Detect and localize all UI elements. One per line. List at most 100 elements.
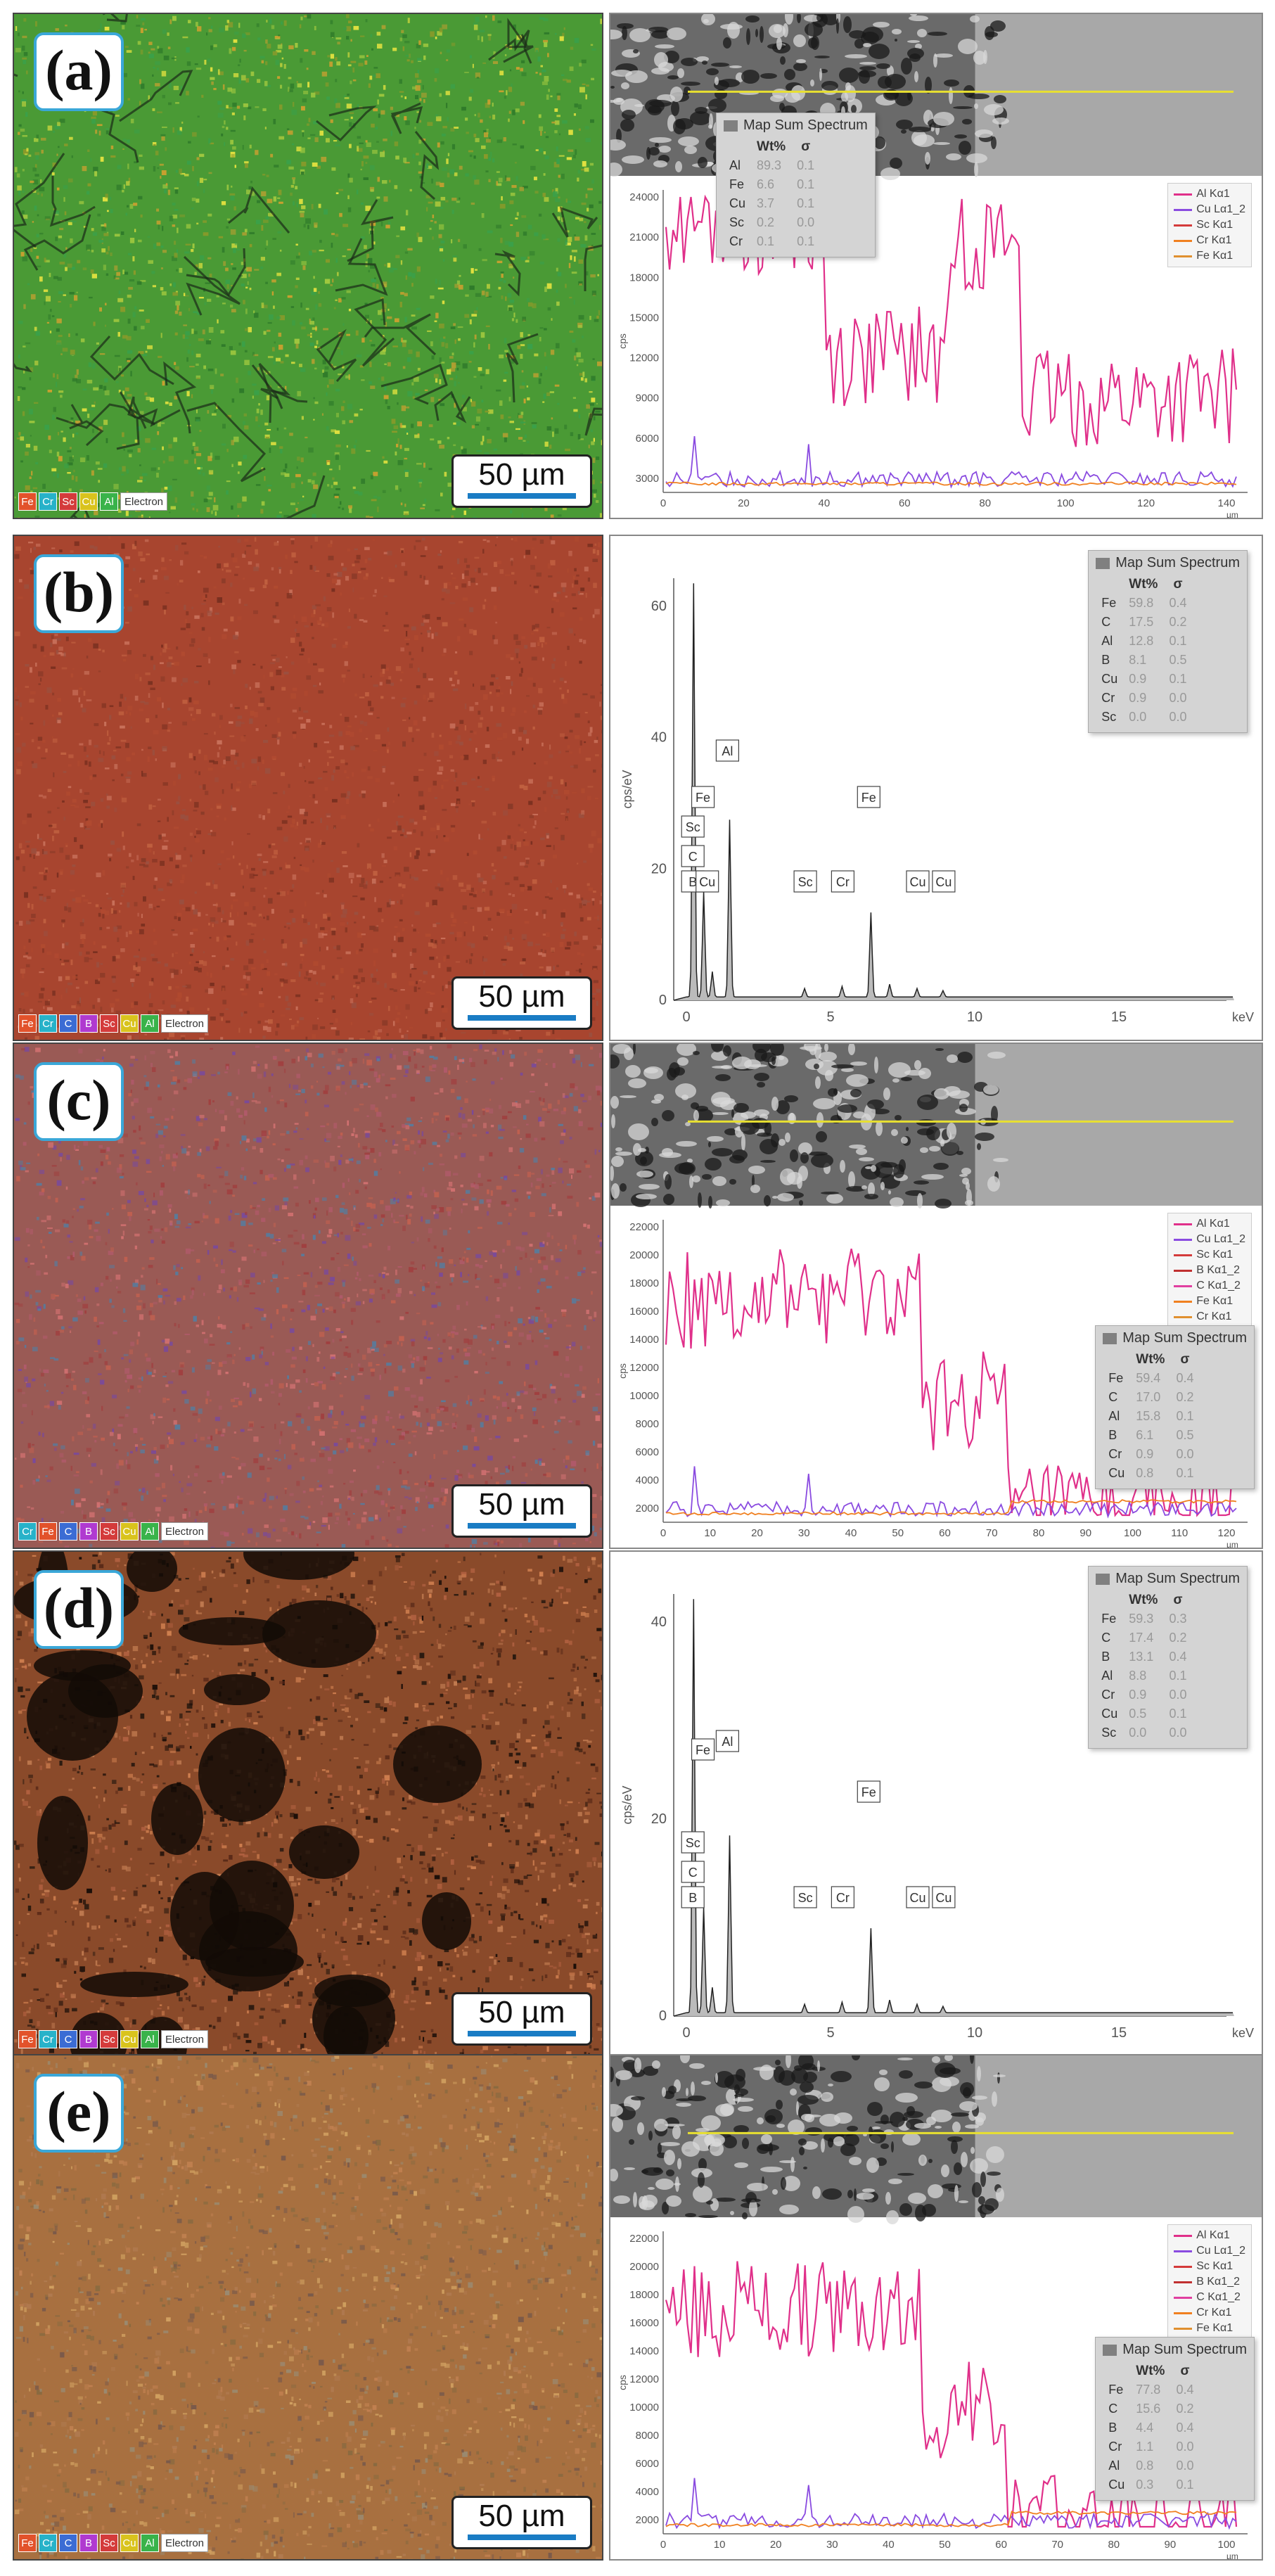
element-chip: B [79,1522,98,1541]
x-tick-label: 100 [1124,1527,1141,1539]
x-tick-label: 20 [770,2539,782,2551]
legend-item: Sc Kα1 [1174,217,1245,233]
y-tick-label: 6000 [636,2458,659,2470]
header-sigma: σ [801,139,811,154]
scale-bar-label: 50 µm [478,2499,565,2533]
table-header-row: Wt% σ [724,138,820,156]
y-tick-label: 0 [659,2008,667,2024]
legend-label: B Kα1_2 [1196,2276,1240,2288]
legend-label: Al Kα1 [1196,2229,1230,2241]
series-legend: Al Kα1 Cu Lα1_2 Sc Kα1 Cr Kα1 Fe Kα1 [1167,183,1252,267]
header-wt: Wt% [1129,577,1158,592]
panel-label: (a) [34,32,124,111]
element-cell: Fe [1101,1612,1117,1626]
table-header-row: Wt% σ [1096,1591,1192,1609]
table-row: Sc 0.2 0.0 [724,213,820,232]
legend-swatch [1174,208,1193,211]
wt-cell: 17.0 [1136,1390,1161,1404]
x-tick-label: 120 [1137,497,1155,509]
element-cell: Cr [1108,1447,1122,1461]
eds-map-image: (e) 50 µm Fe Cr C B Sc Cu Al Electron [13,2054,603,2561]
peak-label: Sc [793,870,817,893]
sigma-cell: 0.4 [1169,596,1187,610]
scale-bar-label: 50 µm [478,457,565,492]
x-tick-label: 80 [979,497,991,509]
x-axis-unit: µm [1226,1540,1238,1549]
table-row: Cu 0.3 0.1 [1103,2475,1199,2494]
legend-item: Cu Lα1_2 [1174,1232,1245,1247]
table-row: Al 12.8 0.1 [1096,632,1192,651]
x-tick-label: 50 [939,2539,951,2551]
table-row: Cu 0.9 0.1 [1096,670,1192,689]
electron-chip: Electron [161,1522,209,1541]
element-color-legend: Fe Cr Sc Cu Al Electron [18,492,168,512]
legend-item: C Kα1_2 [1174,1278,1245,1294]
summary-title: Map Sum Spectrum [1115,555,1240,570]
table-row: Fe 59.4 0.4 [1103,1369,1199,1388]
table-row: Cr 0.9 0.0 [1096,1685,1192,1704]
table-row: Cr 1.1 0.0 [1103,2437,1199,2456]
panel-c: (c) 50 µm Cr Fe C B Sc Cu Al Electron 22000 20000 18… [0,1042,1275,1549]
element-cell: Sc [1101,710,1117,724]
legend-swatch [1174,2281,1193,2283]
peak-label: Fe [691,1738,715,1761]
legend-label: Cu Lα1_2 [1196,1233,1245,1245]
legend-label: Sc Kα1 [1196,219,1234,231]
element-chip: Cu [120,2030,139,2048]
scale-bar-label: 50 µm [478,1995,565,2029]
series-line-cu [665,436,1237,489]
element-cell: Al [1108,1409,1120,1423]
sigma-cell: 0.0 [797,215,815,229]
panel-e: (e) 50 µm Fe Cr C B Sc Cu Al Electron 22000 20000 18… [0,2054,1275,2561]
sigma-cell: 0.0 [1169,691,1187,705]
sigma-cell: 0.1 [797,196,815,210]
y-tick-label: 15000 [629,312,659,324]
sigma-cell: 0.1 [1169,1669,1187,1683]
x-tick-label: 60 [939,1527,951,1539]
legend-label: Cu Lα1_2 [1196,2245,1245,2257]
table-row: C 17.5 0.2 [1096,613,1192,632]
legend-item: Cr Kα1 [1174,2305,1245,2321]
header-blank [724,138,751,156]
scale-bar: 50 µm [451,2496,592,2549]
y-tick-label: 14000 [629,1334,659,1346]
series-line-fe [665,481,1237,486]
sigma-cell: 0.1 [1176,1409,1194,1423]
table-row: Sc 0.0 0.0 [1096,708,1192,727]
sigma-cell: 0.0 [1176,1447,1194,1461]
table-row: Al 15.8 0.1 [1103,1407,1199,1426]
table-row: Cu 0.5 0.1 [1096,1704,1192,1723]
legend-swatch [1174,2265,1193,2268]
wt-cell: 0.9 [1136,1447,1154,1461]
header-blank [1103,1351,1130,1369]
element-cell: Fe [1108,1371,1124,1385]
wt-cell: 15.6 [1136,2402,1161,2416]
y-tick-label: 16000 [629,2317,659,2329]
x-tick-label: 100 [1217,2539,1235,2551]
wt-cell: 77.8 [1136,2383,1161,2397]
element-chip: Al [141,1014,159,1033]
x-tick-label: 120 [1217,1527,1235,1539]
element-cell: Al [1101,634,1113,648]
legend-label: Fe Kα1 [1196,250,1234,262]
x-tick-label: 20 [751,1527,763,1539]
legend-label: Cr Kα1 [1196,1311,1232,1322]
element-cell: B [1101,653,1110,667]
x-tick-label: 0 [660,1527,666,1539]
peak-label: Sc [793,1886,817,1908]
summary-header: Map Sum Spectrum [1096,1326,1254,1351]
wt-cell: 15.8 [1136,1409,1161,1423]
x-tick-label: 70 [1051,2539,1063,2551]
x-tick-label: 60 [899,497,911,509]
sigma-cell: 0.0 [1176,2440,1194,2454]
legend-label: Cu Lα1_2 [1196,203,1245,215]
sigma-cell: 0.4 [1169,1650,1187,1664]
element-cell: Al [1108,2459,1120,2473]
header-wt: Wt% [1129,1593,1158,1607]
table-row: C 17.0 0.2 [1103,1388,1199,1407]
x-tick-label: 40 [845,1527,857,1539]
panel-label: (c) [34,1062,124,1141]
header-sigma: σ [1180,1352,1190,1367]
x-tick-label: 80 [1033,1527,1045,1539]
element-cell: Cu [729,196,746,210]
